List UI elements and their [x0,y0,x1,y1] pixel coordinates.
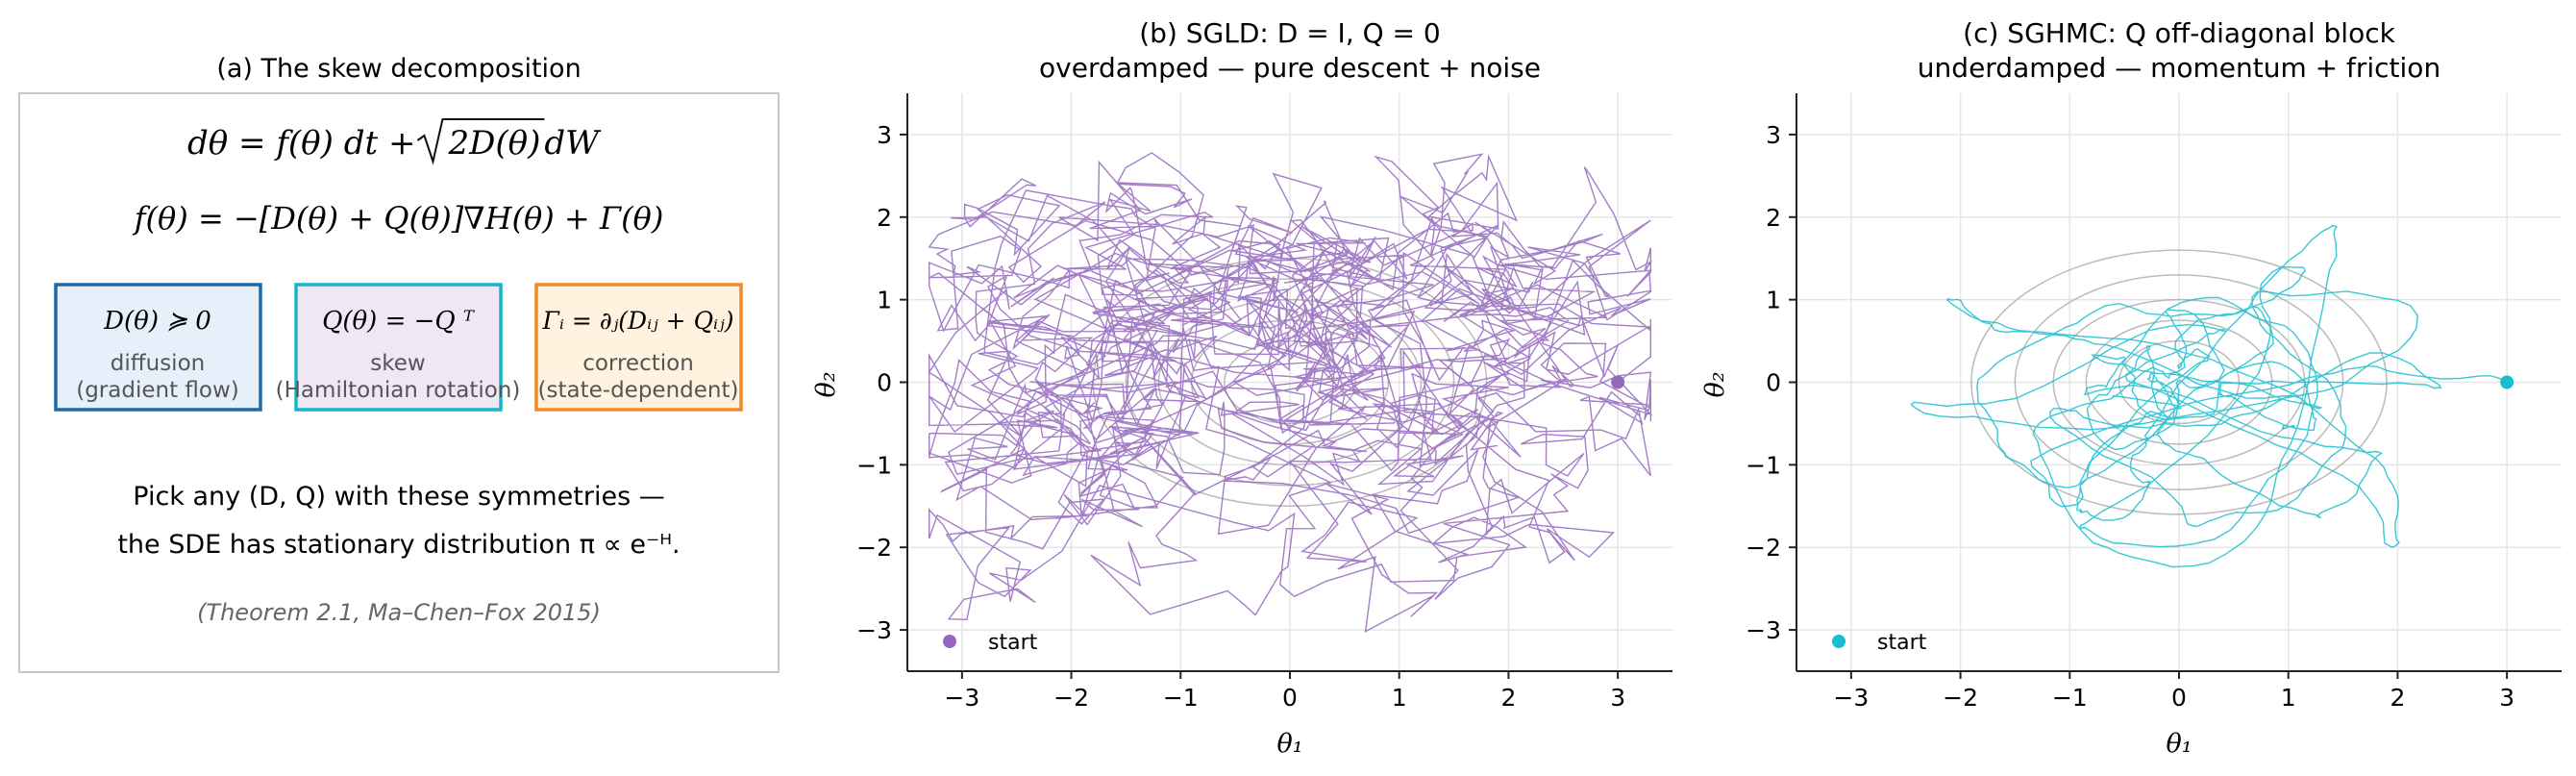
y-tick-label: 3 [1766,121,1781,149]
sqrt-sign-icon [416,118,545,165]
box-skew-formula: Q(θ) = −Q ᵀ [322,307,475,336]
contour-ellipse [2085,319,2273,445]
y-tick-label: 0 [877,369,892,397]
chart-sgld-subtitle: overdamped — pure descent + noise [1039,52,1541,84]
box-correction-formula: Γᵢ = ∂ⱼ(Dᵢⱼ + Qᵢⱼ) [542,307,734,335]
y-tick-label: −3 [856,616,892,644]
x-tick-label: 3 [2499,684,2514,712]
equation-drift: f(θ) = −[D(θ) + Q(θ)]∇H(θ) + Γ(θ) [133,200,664,237]
trajectory-line [1910,224,2508,568]
y-tick-label: −1 [856,451,892,479]
x-tick-label: −1 [1163,684,1199,712]
box-diffusion-frame [54,283,262,412]
chart-sgld-legend-label: start [988,631,1038,655]
x-tick-label: −2 [1943,684,1978,712]
chart-sghmc-legend: start [1832,631,1927,655]
box-diffusion-sublabel: (gradient flow) [76,378,239,403]
panel-a-title: (a) The skew decomposition [216,54,581,84]
chart-sghmc-subtitle: underdamped — momentum + friction [1918,52,2440,84]
contour-ellipse [1125,278,1455,487]
x-tick-label: −2 [1053,684,1089,712]
y-tick-label: 2 [877,204,892,232]
y-tick-label: −2 [1746,534,1781,562]
x-tick-label: −3 [1833,684,1869,712]
box-diffusion-formula: D(θ) ≽ 0 [103,307,211,336]
chart-sghmc-legend-label: start [1877,631,1927,655]
x-tick-label: 1 [2281,684,2296,712]
chart-sghmc-title: (c) SGHMC: Q off-diagonal block [1963,17,2395,49]
box-skew-label: skew [370,351,425,376]
box-correction-sublabel: (state-dependent) [538,378,739,403]
box-diffusion: D(θ) ≽ 0 diffusion (gradient flow) [54,283,262,412]
chart-sgld-ylabel: θ₂ [811,371,841,397]
chart-sgld: (b) SGLD: D = I, Q = 0 overdamped — pure… [811,17,1672,759]
note-stationary: the SDE has stationary distribution π ∝ … [117,530,680,560]
chart-sghmc-ylabel: θ₂ [1700,371,1730,397]
box-correction-frame [534,283,743,412]
box-skew: Q(θ) = −Q ᵀ skew (Hamiltonian rotation) [276,283,521,412]
panel-a: (a) The skew decomposition dθ = f(θ) dt … [18,54,780,673]
chart-sgld-legend: start [943,631,1038,655]
contour-ellipse [1157,298,1423,466]
box-diffusion-label: diffusion [111,351,205,376]
y-tick-label: 0 [1766,369,1781,397]
equation-sde-lhs: dθ = f(θ) dt + [187,124,415,163]
chart-sghmc: (c) SGHMC: Q off-diagonal block underdam… [1700,17,2562,759]
box-correction-label: correction [582,351,694,376]
chart-sgld-xlabel: θ₁ [1276,729,1302,759]
note-symmetries: Pick any (D, Q) with these symmetries — [133,482,664,512]
y-tick-label: 3 [877,121,892,149]
start-point [2500,375,2514,389]
x-tick-label: −3 [944,684,979,712]
y-tick-label: 2 [1766,204,1781,232]
x-tick-label: 1 [1392,684,1407,712]
x-tick-label: 0 [2171,684,2187,712]
x-tick-label: 2 [1500,684,1516,712]
contour-ellipse [2118,339,2241,425]
equation-sde-tail: dW [544,124,602,163]
equation-sde-sqrt: 2D(θ) [447,124,540,163]
start-point [1611,375,1625,389]
y-tick-label: −2 [856,534,892,562]
x-tick-label: 2 [2390,684,2405,712]
y-tick-label: 1 [877,287,892,314]
chart-sgld-title: (b) SGLD: D = I, Q = 0 [1139,17,1440,49]
x-tick-label: 0 [1282,684,1298,712]
x-tick-label: −1 [2052,684,2088,712]
y-tick-label: −1 [1746,451,1781,479]
contour-ellipse [1970,249,2388,515]
citation: (Theorem 2.1, Ma–Chen–Fox 2015) [197,599,601,626]
chart-sghmc-plot-area: −3 −2 −1 0 1 2 3 −3 −2 −1 0 1 2 3 [1746,93,2562,712]
equation-sde: dθ = f(θ) dt + 2D(θ) dW [187,118,602,165]
trajectory-line [928,152,1653,633]
chart-sghmc-legend-marker [1832,635,1845,648]
y-tick-label: 1 [1766,287,1781,314]
chart-sghmc-xlabel: θ₁ [2166,729,2192,759]
y-tick-label: −3 [1746,616,1781,644]
chart-sgld-plot-area: −3 −2 −1 0 1 2 3 −3 −2 −1 0 1 2 3 [856,93,1672,712]
box-skew-frame [294,283,503,412]
chart-sgld-legend-marker [943,635,956,648]
box-skew-sublabel: (Hamiltonian rotation) [276,378,521,403]
x-tick-label: 3 [1610,684,1625,712]
box-correction: Γᵢ = ∂ⱼ(Dᵢⱼ + Qᵢⱼ) correction (state-dep… [534,283,743,412]
